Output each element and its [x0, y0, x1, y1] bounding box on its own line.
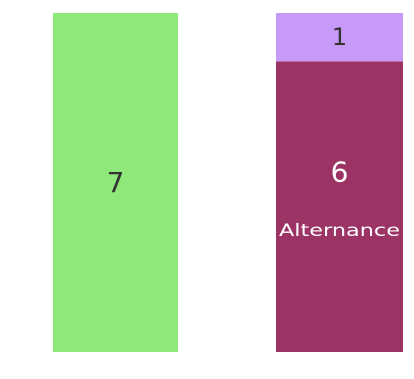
bar-value-label-0: 7 — [107, 166, 125, 199]
bar-segment-label-1: Alternance — [279, 221, 400, 241]
bar-segment-0 — [53, 13, 178, 352]
bar-segment-1 — [276, 61, 403, 353]
bar-value-label-2: 1 — [332, 23, 347, 51]
bar-segment-2 — [276, 13, 403, 62]
bar-value-label-1: 6 — [331, 155, 349, 188]
